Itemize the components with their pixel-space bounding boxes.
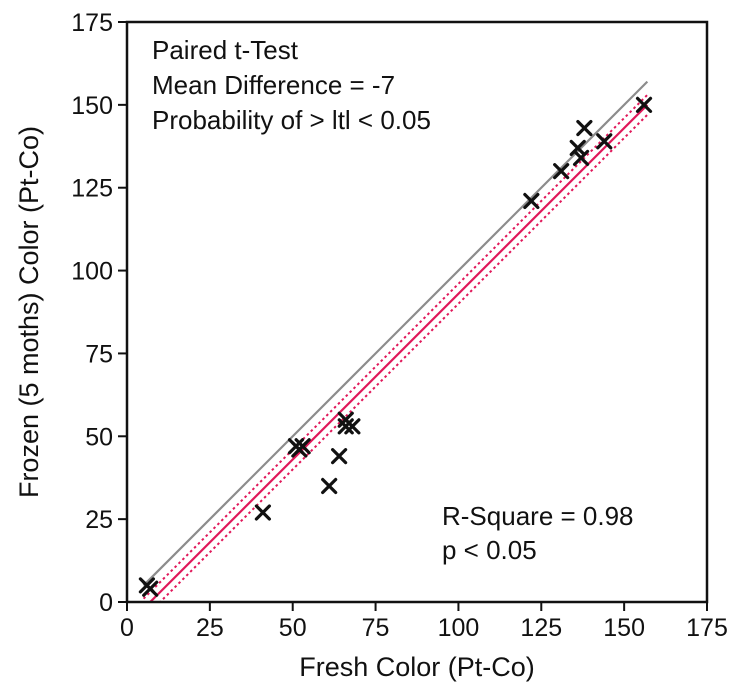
x-tick-label: 175 [686, 614, 728, 642]
x-tick-label: 25 [196, 614, 224, 642]
y-tick-label: 150 [71, 92, 113, 120]
x-tick-label: 75 [362, 614, 390, 642]
y-tick-label: 50 [85, 423, 113, 451]
data-point [576, 119, 593, 137]
data-point [572, 149, 590, 166]
data-point [344, 418, 361, 435]
y-axis-title: Frozen (5 moths) Color (Pt-Co) [14, 126, 44, 498]
line-confidence-lower [158, 114, 649, 602]
y-tick-label: 0 [99, 589, 113, 617]
x-tick-label: 50 [279, 614, 307, 642]
data-point [254, 504, 271, 521]
annotation-mean-difference: Mean Difference = -7 [152, 70, 395, 100]
annotation-probability: Probability of > ltl < 0.05 [152, 105, 431, 135]
x-tick-label: 125 [520, 614, 562, 642]
x-tick-label: 100 [438, 614, 480, 642]
y-tick-label: 100 [71, 258, 113, 286]
axis-ticks: 0 25 50 75 100 125 150 175 0 25 50 75 100 125 150 175 [71, 9, 728, 642]
data-points [138, 96, 653, 597]
data-point [635, 96, 653, 113]
data-point [294, 438, 311, 455]
data-point [553, 163, 570, 180]
reference-lines [142, 80, 649, 602]
data-point [523, 192, 540, 210]
data-point [142, 580, 159, 597]
x-axis-title: Fresh Color (Pt-Co) [299, 652, 535, 682]
plot-area-frame [125, 20, 709, 604]
data-point [331, 448, 348, 465]
data-point [321, 477, 338, 495]
y-tick-label: 175 [71, 9, 113, 37]
y-tick-label: 25 [85, 506, 113, 534]
annotation-p-value: p < 0.05 [442, 535, 537, 565]
x-tick-label: 150 [603, 614, 645, 642]
y-tick-label: 125 [71, 175, 113, 203]
y-tick-label: 75 [85, 340, 113, 368]
data-point [596, 133, 613, 150]
line-fit [148, 104, 649, 602]
x-tick-label: 0 [120, 614, 134, 642]
line-identity [142, 80, 649, 587]
annotation-r-square: R-Square = 0.98 [442, 501, 634, 531]
annotation-test-title: Paired t-Test [152, 35, 299, 65]
